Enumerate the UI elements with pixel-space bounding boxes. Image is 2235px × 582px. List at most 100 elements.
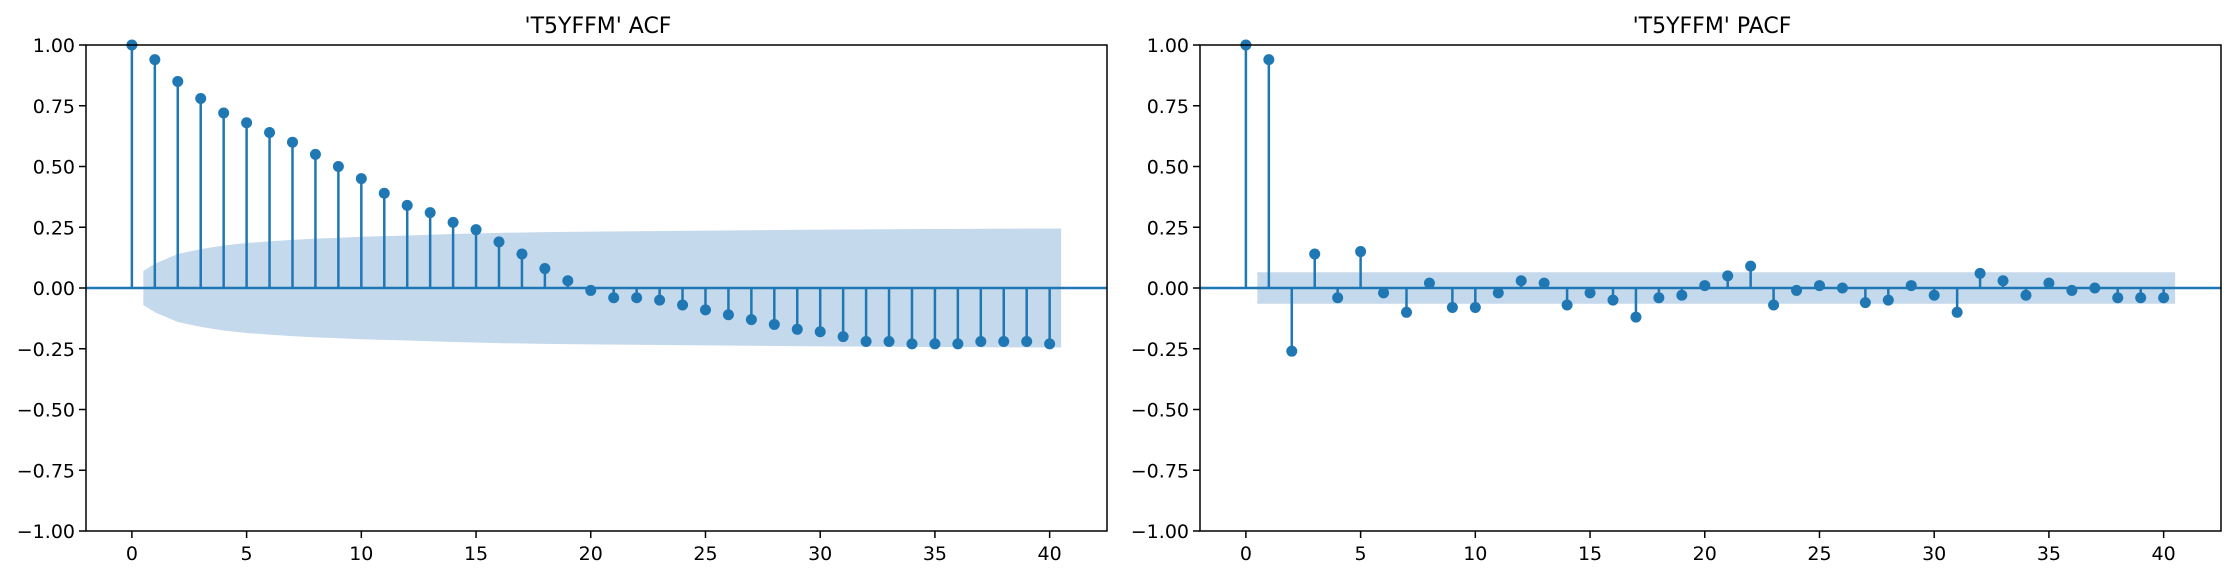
acf-point-lag-21 bbox=[608, 292, 620, 304]
acf-point-lag-38 bbox=[998, 335, 1010, 347]
pacf-point-lag-31 bbox=[1951, 306, 1963, 318]
pacf-xtick-label-5: 5 bbox=[1355, 543, 1367, 565]
acf-point-lag-20 bbox=[585, 284, 597, 296]
acf-ytick-label-1: −0.75 bbox=[17, 460, 75, 482]
pacf-ytick-label-4: 0.00 bbox=[1147, 278, 1189, 300]
acf-point-lag-8 bbox=[309, 148, 321, 160]
acf-point-lag-27 bbox=[745, 314, 757, 326]
acf-point-lag-33 bbox=[883, 335, 895, 347]
pacf-point-lag-14 bbox=[1561, 299, 1573, 311]
acf-point-lag-26 bbox=[722, 309, 734, 321]
pacf-point-lag-39 bbox=[2135, 292, 2147, 304]
acf-point-lag-9 bbox=[332, 161, 344, 172]
acf-point-lag-36 bbox=[952, 338, 964, 350]
pacf-point-lag-29 bbox=[1905, 280, 1917, 292]
acf-xtick-label-10: 10 bbox=[349, 543, 373, 565]
pacf-point-lag-16 bbox=[1607, 294, 1619, 306]
pacf-ytick-label-0: −1.00 bbox=[1131, 521, 1189, 543]
pacf-xtick-label-35: 35 bbox=[2037, 543, 2061, 565]
acf-point-lag-23 bbox=[654, 294, 666, 306]
pacf-point-lag-26 bbox=[1836, 282, 1848, 294]
acf-ytick-label-7: 0.75 bbox=[33, 96, 75, 118]
acf-point-lag-14 bbox=[447, 216, 459, 228]
acf-ytick-label-8: 1.00 bbox=[33, 35, 75, 57]
pacf-point-lag-19 bbox=[1676, 289, 1688, 301]
pacf-point-lag-22 bbox=[1745, 260, 1757, 272]
pacf-point-lag-35 bbox=[2043, 277, 2055, 289]
acf-point-lag-40 bbox=[1044, 338, 1056, 350]
acf-xtick-label-20: 20 bbox=[579, 543, 603, 565]
acf-ytick-label-6: 0.50 bbox=[33, 157, 75, 179]
acf-xtick-label-0: 0 bbox=[126, 543, 138, 565]
pacf-point-lag-7 bbox=[1400, 306, 1412, 318]
pacf-point-lag-20 bbox=[1699, 280, 1711, 292]
acf-point-lag-5 bbox=[241, 117, 253, 129]
pacf-xtick-label-15: 15 bbox=[1578, 543, 1602, 565]
acf-xtick-label-30: 30 bbox=[808, 543, 832, 565]
pacf-point-lag-5 bbox=[1355, 246, 1367, 258]
pacf-point-lag-8 bbox=[1423, 277, 1435, 289]
pacf-point-lag-27 bbox=[1859, 297, 1871, 309]
acf-point-lag-4 bbox=[218, 107, 230, 119]
acf-point-lag-28 bbox=[768, 318, 780, 330]
pacf-point-lag-36 bbox=[2066, 284, 2078, 296]
acf-ytick-label-3: −0.25 bbox=[17, 339, 75, 361]
acf-point-lag-10 bbox=[355, 173, 367, 185]
acf-point-lag-35 bbox=[929, 338, 941, 350]
acf-point-lag-6 bbox=[264, 126, 276, 138]
acf-point-lag-7 bbox=[286, 136, 298, 148]
pacf-point-lag-40 bbox=[2158, 292, 2170, 304]
acf-point-lag-12 bbox=[401, 199, 413, 211]
pacf-xtick-label-30: 30 bbox=[1922, 543, 1946, 565]
acf-point-lag-2 bbox=[172, 75, 184, 87]
pacf-xtick-label-25: 25 bbox=[1807, 543, 1831, 565]
acf-point-lag-32 bbox=[860, 335, 872, 347]
pacf-point-lag-32 bbox=[1974, 267, 1986, 279]
acf-ytick-label-2: −0.50 bbox=[17, 400, 75, 422]
acf-point-lag-24 bbox=[677, 299, 689, 311]
pacf-point-lag-4 bbox=[1332, 292, 1344, 304]
acf-point-lag-18 bbox=[539, 263, 551, 275]
pacf-point-lag-17 bbox=[1630, 311, 1642, 323]
pacf-ytick-label-6: 0.50 bbox=[1147, 157, 1189, 179]
acf-point-lag-16 bbox=[493, 236, 505, 248]
pacf-point-lag-13 bbox=[1538, 277, 1550, 289]
acf-point-lag-11 bbox=[378, 187, 390, 199]
acf-point-lag-30 bbox=[814, 326, 826, 338]
acf-point-lag-17 bbox=[516, 248, 528, 260]
pacf-title: 'T5YFFM' PACF bbox=[1633, 14, 1792, 39]
acf-ytick-label-0: −1.00 bbox=[17, 521, 75, 543]
acf-point-lag-1 bbox=[149, 54, 161, 66]
acf-point-lag-3 bbox=[195, 92, 207, 104]
pacf-point-lag-1 bbox=[1263, 54, 1275, 66]
acf-xtick-label-25: 25 bbox=[693, 543, 717, 565]
acf-ytick-label-4: 0.00 bbox=[33, 278, 75, 300]
acf-point-lag-37 bbox=[975, 335, 987, 347]
pacf-ytick-label-8: 1.00 bbox=[1147, 35, 1189, 57]
acf-point-lag-29 bbox=[791, 323, 803, 335]
acf-ytick-label-5: 0.25 bbox=[33, 217, 75, 239]
acf-panel: 'T5YFFM' ACF 0 5 10 15 20 25 30 35 40 −1.00 −0.75 −… bbox=[17, 14, 1108, 565]
pacf-ytick-label-2: −0.50 bbox=[1131, 400, 1189, 422]
pacf-point-lag-37 bbox=[2089, 282, 2101, 294]
pacf-point-lag-12 bbox=[1515, 275, 1527, 287]
pacf-point-lag-34 bbox=[2020, 289, 2032, 301]
acf-title: 'T5YFFM' ACF bbox=[525, 14, 672, 39]
acf-point-lag-25 bbox=[699, 304, 711, 316]
pacf-point-lag-11 bbox=[1492, 287, 1504, 299]
pacf-point-lag-28 bbox=[1882, 294, 1894, 306]
pacf-point-lag-23 bbox=[1768, 299, 1780, 311]
pacf-xtick-label-0: 0 bbox=[1240, 543, 1252, 565]
pacf-point-lag-24 bbox=[1791, 284, 1803, 296]
pacf-point-lag-38 bbox=[2112, 292, 2124, 304]
acf-point-lag-39 bbox=[1021, 335, 1033, 347]
pacf-point-lag-3 bbox=[1309, 248, 1321, 260]
pacf-panel: 'T5YFFM' PACF 0 5 10 15 20 25 30 35 40 −1.00 −0.75… bbox=[1131, 14, 2222, 565]
acf-point-lag-31 bbox=[837, 331, 849, 343]
pacf-ytick-label-3: −0.25 bbox=[1131, 339, 1189, 361]
acf-point-lag-19 bbox=[562, 275, 574, 287]
acf-xtick-label-15: 15 bbox=[464, 543, 488, 565]
pacf-ytick-label-7: 0.75 bbox=[1147, 96, 1189, 118]
acf-xtick-label-5: 5 bbox=[241, 543, 253, 565]
